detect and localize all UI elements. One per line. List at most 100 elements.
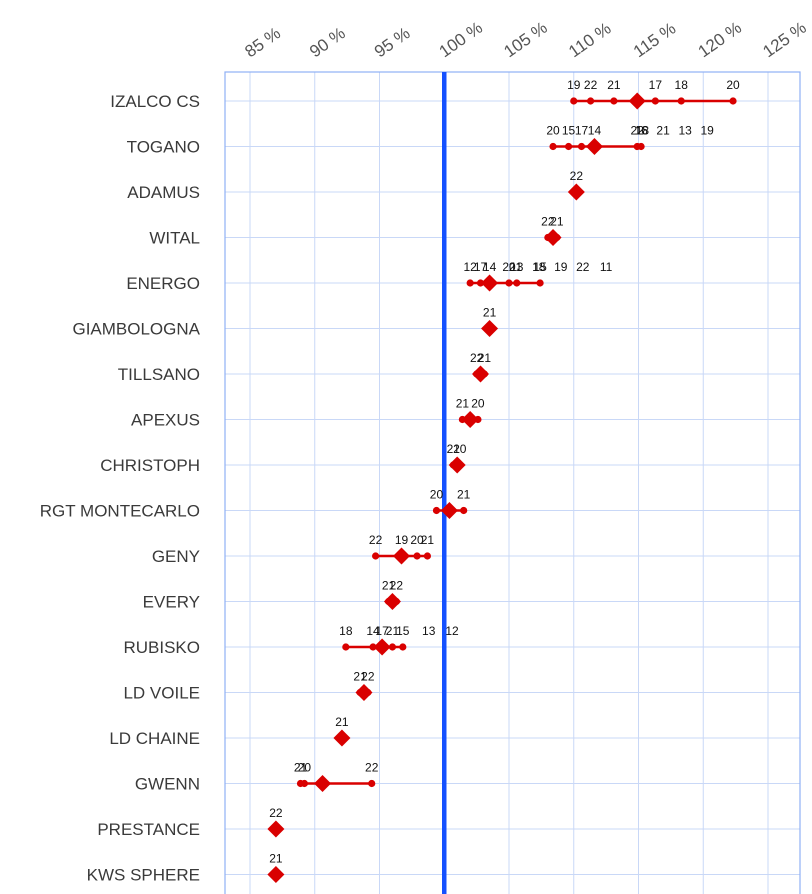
point-label: 20 (430, 488, 444, 502)
trial-point (466, 279, 474, 287)
variety-label: CHRISTOPH (100, 456, 200, 475)
mean-marker (567, 183, 585, 201)
trial-point (460, 506, 468, 515)
variety-label: ADAMUS (127, 183, 200, 202)
variety-label: ENERGO (126, 274, 200, 293)
point-label: 21 (478, 351, 492, 365)
trial-point (651, 97, 659, 105)
mean-marker (585, 138, 603, 155)
mean-marker (267, 866, 285, 883)
trial-point (549, 142, 557, 151)
mean-marker (393, 547, 411, 565)
mean-marker (333, 729, 351, 747)
point-label: 20 (726, 78, 740, 92)
point-label: 19 (700, 124, 714, 138)
variety-label: TILLSANO (118, 365, 200, 384)
mean-marker (472, 365, 490, 383)
point-label: 22 (361, 670, 375, 684)
point-label: 21 (421, 533, 435, 547)
point-label: 15 (396, 624, 410, 638)
x-tick-labels: 85 % 90 % 95 % 100 % 105 % 110 % 115 % 120 % 125… (241, 18, 809, 61)
variety-label: GWENN (135, 775, 200, 794)
variety-label: PRESTANCE (97, 820, 200, 839)
variety-row: 21 (267, 852, 285, 883)
mean-marker (355, 684, 373, 701)
trial-point (432, 506, 441, 515)
point-label: 21 (269, 852, 283, 866)
point-label: 20 (453, 442, 467, 456)
trial-point (637, 142, 645, 151)
point-label: 21 (294, 761, 308, 775)
point-label: 18 (339, 624, 353, 638)
trial-point (513, 279, 521, 287)
point-label: 21 (550, 215, 564, 229)
trial-point (300, 779, 308, 788)
x-tick-label: 115 % (630, 19, 679, 61)
point-label: 17 (474, 260, 488, 274)
trial-point (342, 643, 350, 651)
point-label: 14 (588, 124, 602, 138)
trial-point (372, 552, 380, 560)
point-label: 22 (369, 533, 383, 547)
variety-labels: IZALCO CS TOGANO ADAMUS WITAL ENERGO GIAMBOLO… (40, 92, 201, 885)
point-label: 17 (575, 124, 589, 138)
point-label: 15 (533, 260, 547, 274)
trial-point (388, 643, 397, 651)
point-label: 17 (649, 78, 663, 92)
point-label: 21 (447, 442, 461, 456)
variety-row: 21 (333, 715, 351, 747)
trial-point (610, 97, 618, 105)
mean-marker (373, 638, 391, 656)
point-label: 18 (636, 124, 650, 138)
trial-point (536, 279, 544, 287)
point-label: 20 (471, 397, 485, 411)
point-label: 22 (390, 579, 404, 593)
trial-point (564, 142, 573, 151)
variety-label: LD VOILE (123, 684, 200, 703)
point-label: 12 (445, 624, 459, 638)
variety-row: 21 (481, 306, 499, 337)
mean-marker (440, 502, 458, 519)
point-label: 11 (600, 260, 613, 274)
mean-marker (461, 411, 479, 428)
x-tick-label: 90 % (306, 23, 349, 61)
point-label: 13 (510, 260, 524, 274)
point-label: 17 (375, 624, 389, 638)
point-label: 12 (463, 260, 477, 274)
variety-label: GENY (152, 547, 200, 566)
x-tick-label: 120 % (695, 18, 745, 61)
trial-point (586, 97, 595, 105)
variety-label: GIAMBOLOGNA (72, 320, 200, 339)
variety-label: RGT MONTECARLO (40, 502, 200, 521)
point-label: 22 (269, 806, 283, 820)
point-label: 19 (554, 260, 568, 274)
trial-point (729, 97, 737, 105)
variety-label: IZALCO CS (110, 92, 200, 111)
point-label: 21 (509, 260, 523, 274)
point-label: 19 (567, 78, 581, 92)
variety-label: TOGANO (127, 138, 200, 157)
point-label: 22 (631, 124, 645, 138)
x-tick-label: 125 % (759, 18, 809, 61)
point-label: 21 (607, 78, 621, 92)
x-tick-label: 85 % (241, 23, 284, 61)
point-label: 20 (502, 260, 516, 274)
point-label: 21 (656, 124, 670, 138)
point-label: 15 (562, 124, 576, 138)
point-label: 22 (584, 78, 598, 92)
gridlines (225, 72, 800, 894)
point-label: 22 (470, 351, 484, 365)
variety-label: LD CHAINE (109, 729, 200, 748)
mean-marker (544, 229, 562, 246)
variety-row: 19 22 21 17 18 20 (567, 78, 740, 110)
